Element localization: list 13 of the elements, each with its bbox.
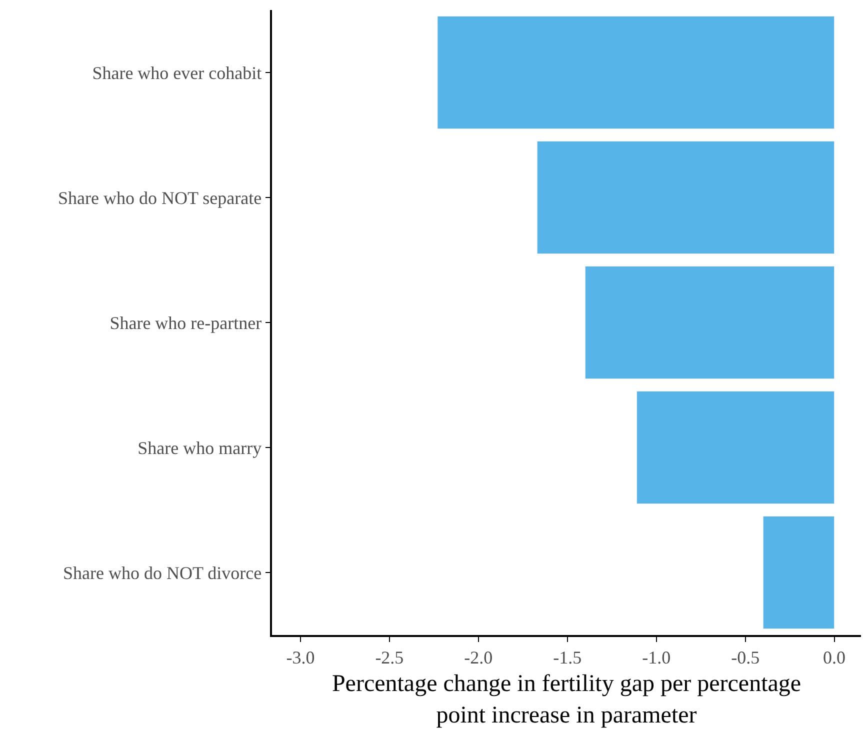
x-tick-label: 0.0 — [823, 647, 846, 668]
y-tick-label: Share who do NOT separate — [58, 188, 262, 208]
x-axis-title: Percentage change in fertility gap per percentage point increase in parameter — [332, 671, 802, 728]
y-tick-label: Share who ever cohabit — [92, 62, 262, 83]
x-tick-label: -3.0 — [286, 647, 315, 668]
x-tick-label: -2.5 — [375, 647, 404, 668]
x-tick-label: -0.5 — [731, 647, 760, 668]
x-tick-label: -2.0 — [464, 647, 493, 668]
y-tick-label: Share who marry — [138, 438, 262, 458]
x-tick-label: -1.5 — [553, 647, 582, 668]
y-tick-label: Share who re-partner — [110, 312, 262, 333]
x-tick-label: -1.0 — [642, 647, 671, 668]
y-tick-label: Share who do NOT divorce — [63, 562, 262, 583]
